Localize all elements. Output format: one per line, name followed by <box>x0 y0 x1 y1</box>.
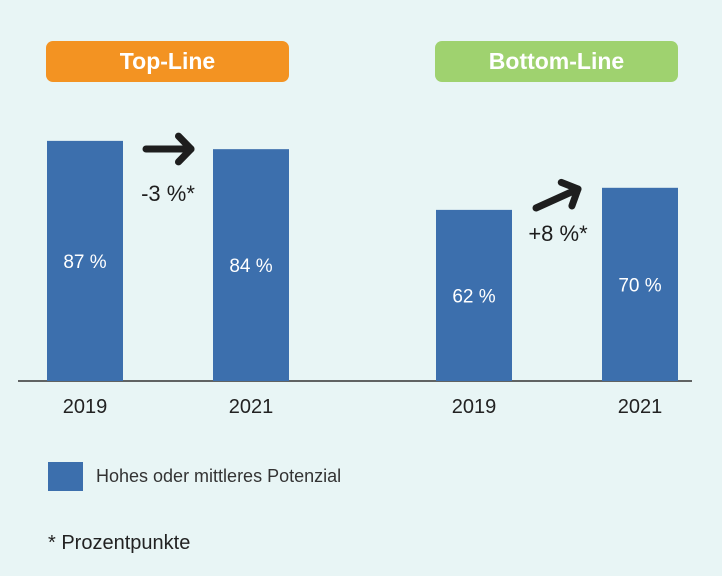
legend-swatch <box>48 462 83 491</box>
bottom-line-tick-label-2019: 2019 <box>452 396 497 418</box>
top-line-value-label-2019: 87 % <box>63 252 106 273</box>
bottom-line-change-label: +8 %* <box>528 221 588 246</box>
top-line-bar-2021 <box>213 149 289 381</box>
bottom-line-tick-label-2021: 2021 <box>618 396 663 418</box>
legend-label: Hohes oder mittleres Potenzial <box>96 466 342 486</box>
top-line-tick-label-2021: 2021 <box>229 396 274 418</box>
bottom-line-value-label-2019: 62 % <box>452 286 495 307</box>
bottom-line-bar-2021 <box>602 187 678 381</box>
bottom-line-value-label-2021: 70 % <box>618 275 661 296</box>
top-line-bar-2019 <box>47 140 123 381</box>
top-line-tick-label-2019: 2019 <box>63 396 108 418</box>
footnote: * Prozentpunkte <box>48 532 191 554</box>
bottom-line-arrow-shaft <box>532 185 582 212</box>
top-line-change-label: -3 %* <box>141 181 195 206</box>
top-line-arrow-head <box>174 132 195 166</box>
bottom-line-title: Bottom-Line <box>435 41 678 82</box>
bottom-line-arrow-head <box>557 178 582 210</box>
top-line-title: Top-Line <box>46 41 289 82</box>
top-line-value-label-2021: 84 % <box>229 256 272 277</box>
bottom-line-bar-2019 <box>436 209 512 381</box>
